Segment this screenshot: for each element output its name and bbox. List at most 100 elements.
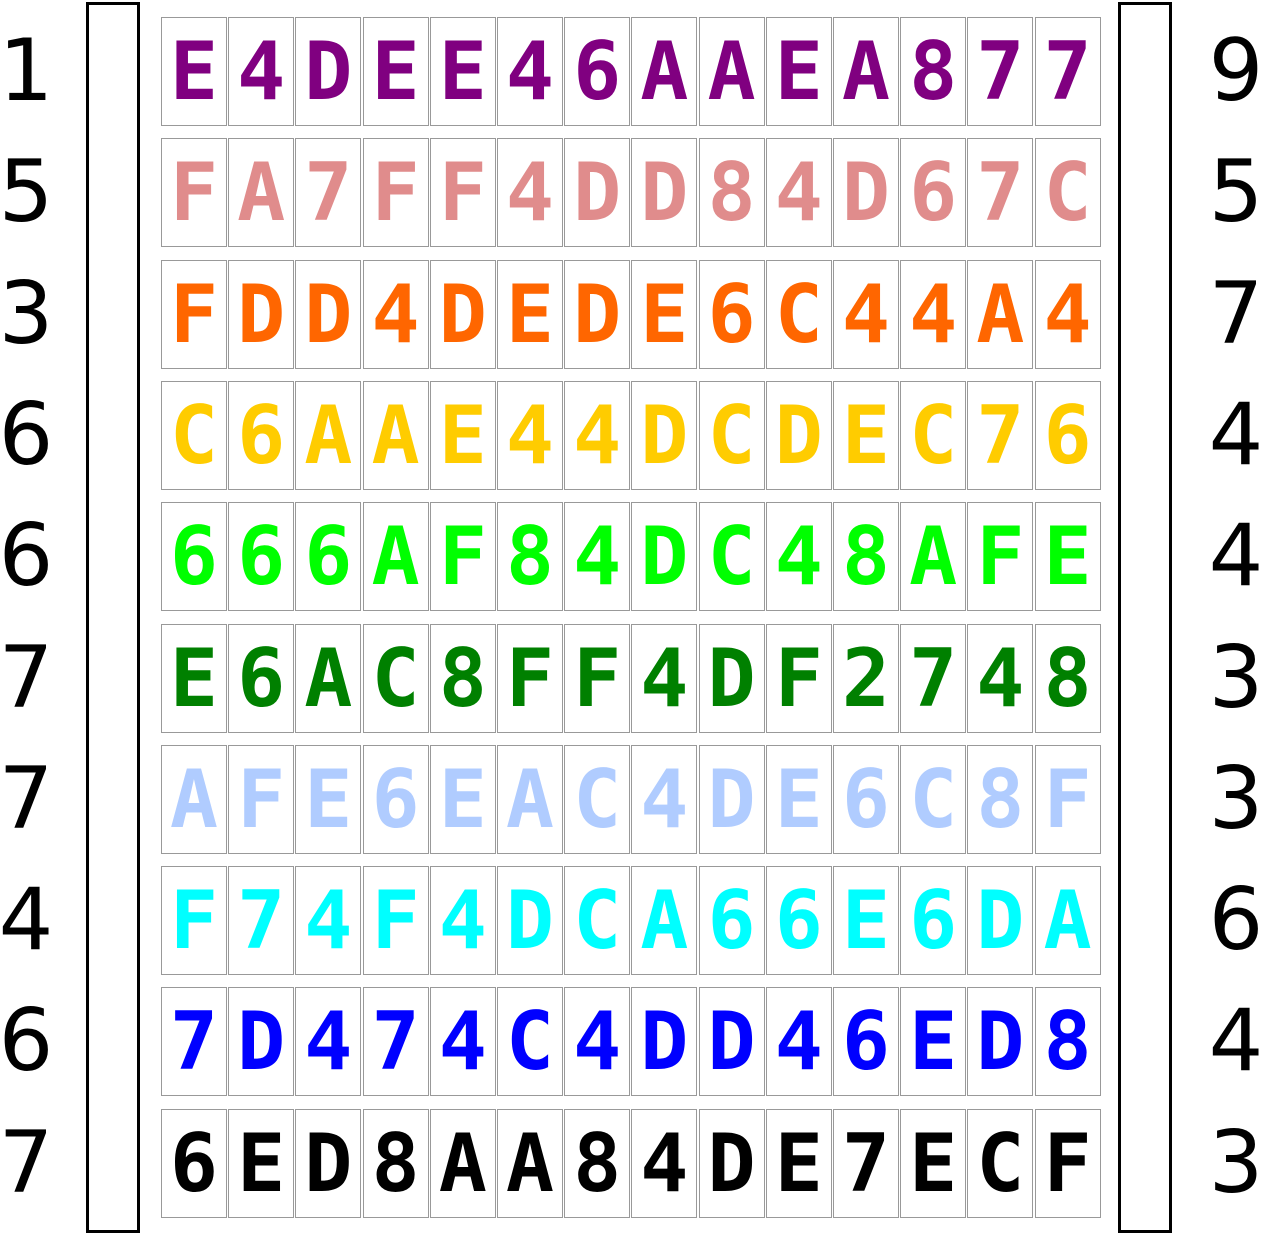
row-number-left: 7 [0, 627, 54, 728]
grid-cell: A [631, 17, 698, 126]
grid-cell: A [497, 1108, 563, 1218]
grid-cell: F [161, 138, 227, 248]
grid-cell: 7 [967, 138, 1034, 248]
grid-cell: D [295, 1108, 362, 1218]
grid-cell: D [698, 744, 765, 854]
grid-cell: E [1034, 502, 1101, 612]
grid-cell: 8 [967, 744, 1034, 854]
grid-cell: D [698, 623, 765, 733]
grid-cell: E [833, 380, 899, 490]
row-number-right: 5 [1208, 142, 1261, 243]
grid-cell: E [295, 744, 362, 854]
grid-cell: 4 [564, 987, 631, 1097]
row-number-right: 3 [1208, 627, 1261, 728]
grid-cell: A [900, 502, 967, 612]
grid-cell: 4 [497, 17, 563, 126]
grid-cell: F [161, 866, 227, 976]
grid-cell: 6 [900, 138, 967, 248]
row-number-right: 6 [1208, 870, 1261, 971]
row-number-left: 6 [0, 991, 54, 1092]
grid-cell: C [564, 744, 631, 854]
grid-cell: 4 [564, 502, 631, 612]
grid-cell: A [698, 17, 765, 126]
grid-cell: 7 [295, 138, 362, 248]
grid-cell: D [228, 987, 295, 1097]
grid-cell: 4 [967, 623, 1034, 733]
grid-cell: F [765, 623, 832, 733]
grid-cell: F [362, 138, 429, 248]
row-number-right: 4 [1208, 991, 1261, 1092]
grid-cell: 8 [429, 623, 496, 733]
grid-cell: E [765, 17, 832, 126]
grid-cell: F [497, 623, 563, 733]
grid-cell: C [765, 259, 832, 369]
grid-cell: 4 [765, 138, 832, 248]
grid-cell: 4 [228, 17, 295, 126]
grid-cell: 8 [698, 138, 765, 248]
grid-cell: 4 [429, 866, 496, 976]
grid-cell: E [900, 987, 967, 1097]
grid-cell: 8 [1034, 623, 1101, 733]
grid-cell: A [1034, 866, 1101, 976]
grid-cell: C [900, 744, 967, 854]
row-number-left: 5 [0, 142, 54, 243]
grid-cell: D [228, 259, 295, 369]
grid-cell: A [295, 380, 362, 490]
grid-cell: E [429, 380, 496, 490]
left-bracket-frame [86, 2, 140, 1233]
grid-cell: D [631, 138, 698, 248]
grid-cell: 7 [228, 866, 295, 976]
grid-cell: 7 [967, 17, 1034, 126]
grid-cell: 8 [1034, 987, 1101, 1097]
grid-cell: 4 [564, 380, 631, 490]
grid-cell: D [631, 987, 698, 1097]
grid-cell: E [161, 623, 227, 733]
grid-cell: D [698, 1108, 765, 1218]
grid-cell: D [295, 17, 362, 126]
grid-cell: F [429, 138, 496, 248]
grid-cell: 4 [765, 987, 832, 1097]
grid-cell: E [362, 17, 429, 126]
grid-cell: C [161, 380, 227, 490]
grid-cell: 8 [833, 502, 899, 612]
row-number-left: 6 [0, 506, 54, 607]
grid-cell: 4 [295, 866, 362, 976]
row-number-left: 4 [0, 870, 54, 971]
grid-cell: 8 [900, 17, 967, 126]
grid-cell: 4 [631, 623, 698, 733]
grid-cell: F [161, 259, 227, 369]
grid-cell: E [900, 1108, 967, 1218]
grid-cell: 8 [362, 1108, 429, 1218]
grid-cell: 4 [1034, 259, 1101, 369]
grid-cell: A [833, 17, 899, 126]
grid-cell: C [564, 866, 631, 976]
grid-cell: 4 [497, 380, 563, 490]
grid-cell: 4 [631, 744, 698, 854]
grid-cell: A [161, 744, 227, 854]
grid-cell: A [362, 380, 429, 490]
grid-cell: F [564, 623, 631, 733]
grid-cell: 6 [1034, 380, 1101, 490]
grid-cell: 6 [900, 866, 967, 976]
row-number-right: 3 [1208, 1112, 1261, 1213]
grid-cell: 6 [228, 623, 295, 733]
grid-cell: 6 [564, 17, 631, 126]
grid-cell: E [497, 259, 563, 369]
grid-cell: C [362, 623, 429, 733]
grid-cell: D [631, 502, 698, 612]
grid-cell: C [967, 1108, 1034, 1218]
grid-cell: 7 [833, 1108, 899, 1218]
grid-cell: D [967, 866, 1034, 976]
grid-cell: 6 [833, 987, 899, 1097]
grid-cell: A [429, 1108, 496, 1218]
grid-cell: E [765, 744, 832, 854]
grid-cell: A [228, 138, 295, 248]
grid-cell: F [1034, 1108, 1101, 1218]
grid-cell: A [362, 502, 429, 612]
grid-cell: 7 [1034, 17, 1101, 126]
grid-cell: 8 [497, 502, 563, 612]
grid-cell: 6 [362, 744, 429, 854]
grid-cell: 6 [161, 502, 227, 612]
grid-cell: E [765, 1108, 832, 1218]
grid-cell: C [698, 502, 765, 612]
